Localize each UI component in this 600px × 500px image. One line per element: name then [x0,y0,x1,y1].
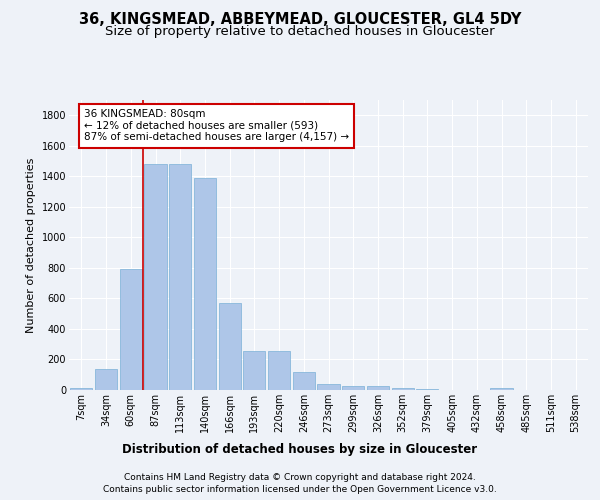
Text: 36 KINGSMEAD: 80sqm
← 12% of detached houses are smaller (593)
87% of semi-detac: 36 KINGSMEAD: 80sqm ← 12% of detached ho… [84,109,349,142]
Bar [243,351,265,390]
Bar [367,386,389,390]
Y-axis label: Number of detached properties: Number of detached properties [26,158,36,332]
Bar [218,303,241,390]
Text: Contains HM Land Registry data © Crown copyright and database right 2024.: Contains HM Land Registry data © Crown c… [124,472,476,482]
Bar [490,388,512,390]
Bar [95,370,117,390]
Bar [145,164,167,390]
Text: Distribution of detached houses by size in Gloucester: Distribution of detached houses by size … [122,442,478,456]
Bar [392,388,414,390]
Bar [293,372,315,390]
Bar [119,270,142,390]
Text: Size of property relative to detached houses in Gloucester: Size of property relative to detached ho… [105,25,495,38]
Bar [317,384,340,390]
Text: 36, KINGSMEAD, ABBEYMEAD, GLOUCESTER, GL4 5DY: 36, KINGSMEAD, ABBEYMEAD, GLOUCESTER, GL… [79,12,521,28]
Bar [194,178,216,390]
Bar [416,389,439,390]
Bar [70,388,92,390]
Bar [342,386,364,390]
Bar [169,164,191,390]
Text: Contains public sector information licensed under the Open Government Licence v3: Contains public sector information licen… [103,485,497,494]
Bar [268,351,290,390]
